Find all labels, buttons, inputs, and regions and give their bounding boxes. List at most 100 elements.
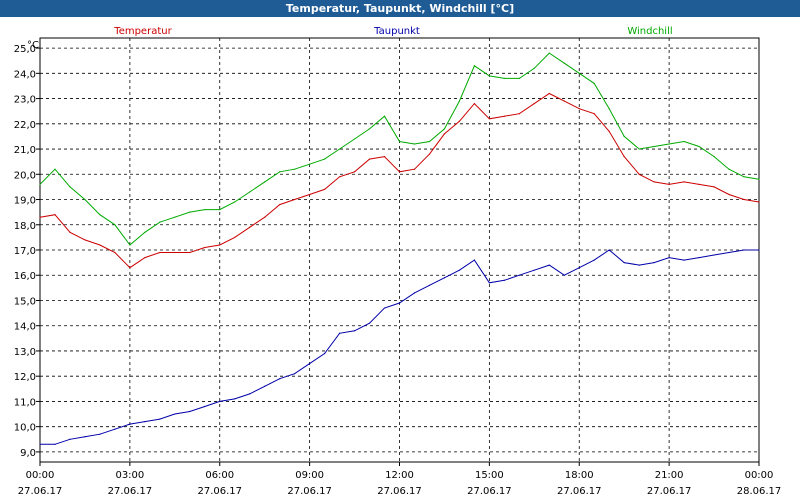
data-point-temperatur <box>533 103 535 105</box>
data-point-temperatur <box>668 183 670 185</box>
data-point-temperatur <box>443 133 446 135</box>
data-point-taupunkt <box>743 249 745 251</box>
y-tick-label: 16,0 <box>14 271 36 282</box>
data-point-temperatur <box>488 118 490 120</box>
x-tick-date: 27.06.17 <box>197 486 242 497</box>
data-point-windchill <box>503 77 505 79</box>
x-tick-time: 18:00 <box>565 470 594 481</box>
data-point-taupunkt <box>518 274 520 276</box>
data-point-temperatur <box>219 244 221 246</box>
data-point-temperatur <box>309 193 311 196</box>
data-point-taupunkt <box>309 362 311 365</box>
y-tick-label: 25,0 <box>14 44 36 55</box>
data-point-taupunkt <box>683 259 685 261</box>
data-point-taupunkt <box>383 307 386 309</box>
data-point-temperatur <box>428 153 431 155</box>
data-point-temperatur <box>324 188 326 191</box>
data-point-temperatur <box>54 214 56 216</box>
window-title: Temperatur, Taupunkt, Windchill [°C] <box>0 0 800 17</box>
data-point-temperatur <box>383 156 386 158</box>
legend-taupunkt: Taupunkt <box>373 26 420 37</box>
x-tick-time: 03:00 <box>115 470 144 481</box>
data-point-windchill <box>159 221 161 223</box>
data-point-taupunkt <box>638 264 640 266</box>
data-point-windchill <box>368 128 371 130</box>
data-point-windchill <box>488 75 490 77</box>
data-point-windchill <box>383 115 386 117</box>
data-point-windchill <box>683 140 685 143</box>
data-point-temperatur <box>728 193 730 196</box>
data-point-temperatur <box>548 92 550 95</box>
data-point-taupunkt <box>279 378 281 380</box>
data-point-taupunkt <box>443 277 446 279</box>
data-point-temperatur <box>279 203 281 206</box>
data-point-taupunkt <box>608 249 610 251</box>
data-point-taupunkt <box>114 428 116 430</box>
data-point-windchill <box>698 145 700 148</box>
data-point-taupunkt <box>353 330 356 332</box>
temperature-chart: °C 9,0 10,0 11,0 12,0 13,0 14,0 15,0 16,0 17,0 18… <box>14 26 782 497</box>
data-point-temperatur <box>398 171 401 173</box>
x-tick-date: 28.06.17 <box>737 486 782 497</box>
data-point-taupunkt <box>503 279 505 281</box>
data-point-temperatur <box>578 108 580 110</box>
data-point-windchill <box>758 178 760 180</box>
data-point-taupunkt <box>713 254 715 256</box>
data-point-windchill <box>219 209 221 211</box>
data-point-windchill <box>713 156 715 158</box>
data-point-taupunkt <box>249 393 251 395</box>
data-point-windchill <box>294 168 296 170</box>
data-point-temperatur <box>189 251 191 254</box>
y-tick-label: 11,0 <box>14 397 36 408</box>
x-tick-time: 12:00 <box>385 470 414 481</box>
data-point-windchill <box>84 198 86 201</box>
data-point-windchill <box>653 145 655 148</box>
data-point-taupunkt <box>204 405 206 408</box>
data-point-windchill <box>114 224 116 226</box>
data-point-windchill <box>563 62 565 64</box>
data-point-windchill <box>518 77 520 79</box>
data-point-temperatur <box>264 216 266 218</box>
data-point-temperatur <box>338 176 341 178</box>
y-tick-label: 18,0 <box>14 221 36 232</box>
data-point-temperatur <box>698 183 700 185</box>
x-tick-time: 06:00 <box>205 470 234 481</box>
data-point-windchill <box>144 231 146 233</box>
data-point-taupunkt <box>428 284 431 286</box>
data-point-windchill <box>249 191 251 193</box>
data-point-taupunkt <box>219 400 221 403</box>
y-axis-unit: °C <box>27 40 39 51</box>
data-point-taupunkt <box>84 436 86 438</box>
data-point-temperatur <box>234 236 236 238</box>
data-point-taupunkt <box>758 249 760 251</box>
data-point-temperatur <box>159 251 161 254</box>
series-lines <box>39 52 760 445</box>
data-point-taupunkt <box>488 282 490 284</box>
data-point-taupunkt <box>129 423 131 425</box>
data-point-windchill <box>353 138 356 140</box>
data-point-taupunkt <box>54 443 56 445</box>
data-point-temperatur <box>458 120 461 122</box>
data-point-taupunkt <box>159 418 161 420</box>
data-point-taupunkt <box>458 269 461 271</box>
data-point-windchill <box>279 171 281 173</box>
data-point-temperatur <box>593 113 595 115</box>
x-tick-date: 27.06.17 <box>377 486 422 497</box>
data-point-taupunkt <box>39 443 41 445</box>
y-tick-label: 19,0 <box>14 196 36 207</box>
x-tick-time: 15:00 <box>475 470 504 481</box>
data-point-temperatur <box>563 100 565 102</box>
y-tick-label: 17,0 <box>14 246 36 257</box>
data-point-taupunkt <box>653 262 655 264</box>
data-point-taupunkt <box>398 302 401 304</box>
data-point-temperatur <box>758 201 760 203</box>
y-tick-label: 9,0 <box>20 448 36 459</box>
data-point-windchill <box>234 201 236 203</box>
data-point-windchill <box>309 163 311 165</box>
x-tick-date: 27.06.17 <box>108 486 153 497</box>
x-tick-date: 27.06.17 <box>467 486 512 497</box>
data-point-temperatur <box>84 239 86 241</box>
data-point-taupunkt <box>234 398 236 400</box>
data-point-windchill <box>668 143 670 145</box>
